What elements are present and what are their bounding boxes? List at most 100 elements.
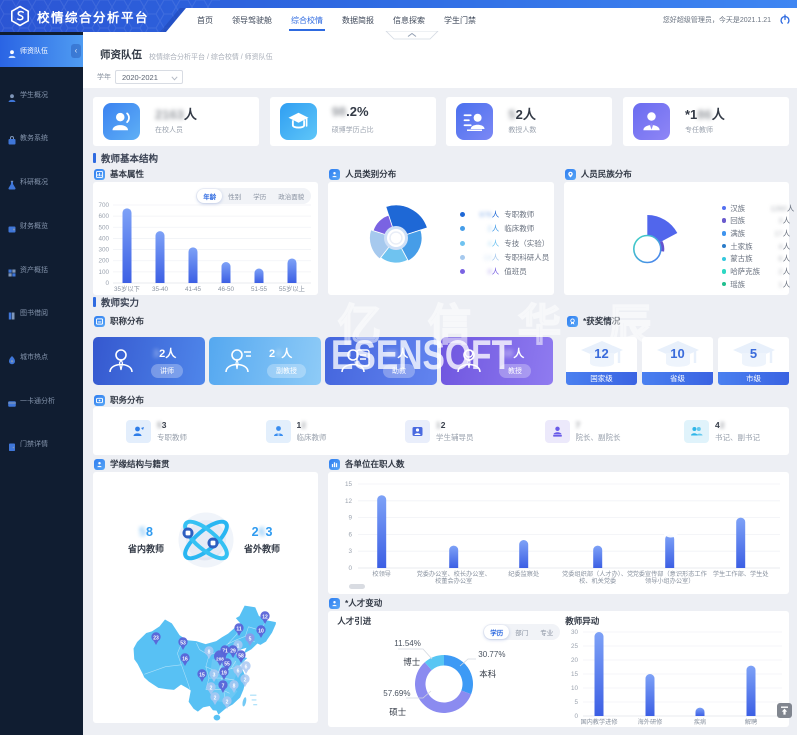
subheader-ethnic: 人员民族分布 xyxy=(564,168,632,180)
subheader-unit: 各单位在职人数 xyxy=(329,458,405,470)
map-pin: 12 xyxy=(260,611,270,624)
legend-dot-icon xyxy=(460,240,466,246)
nav-item-3[interactable]: 数据简报 xyxy=(342,15,374,25)
sidebar-academic-icon xyxy=(7,133,17,145)
award-cap-icon xyxy=(656,341,699,367)
svg-text:12: 12 xyxy=(345,498,353,505)
svg-text:16: 16 xyxy=(182,657,188,663)
legend-dot-icon xyxy=(721,231,727,236)
sidebar-item-label: 一卡通分析 xyxy=(20,397,55,405)
year-select[interactable]: 2020-2021 xyxy=(115,70,183,84)
sidebar-item-7[interactable]: 城市热点 xyxy=(0,341,83,373)
duty-label: 书记、副书记 xyxy=(715,433,760,442)
svg-text:0: 0 xyxy=(575,713,579,720)
category-rose-chart xyxy=(369,204,429,264)
ethnic-icon xyxy=(564,168,576,180)
svg-text:1: 1 xyxy=(237,644,240,650)
attr-tab-2[interactable]: 学历 xyxy=(253,194,267,201)
legend-label: 蒙古族 xyxy=(730,254,753,264)
attr-tab-0[interactable]: 年龄 xyxy=(197,189,223,203)
map-pin: 15 xyxy=(197,669,207,682)
svg-text:8: 8 xyxy=(208,650,211,656)
nav-item-5[interactable]: 学生门禁 xyxy=(444,15,476,25)
top-header: 校情综合分析平台 首页 领导驾驶舱 综合校情 数据简报 信息探索 学生门禁 您好超级管理员… xyxy=(0,0,797,32)
map-pin: 208 xyxy=(214,650,226,666)
chart-scrollbar[interactable] xyxy=(349,584,366,589)
nav-item-4[interactable]: 信息探索 xyxy=(393,15,425,25)
inside-province-value: 58 xyxy=(139,525,153,539)
legend-dot-icon xyxy=(721,205,727,211)
legend-dot-icon xyxy=(721,281,727,287)
outside-province-value: 263 xyxy=(251,525,273,539)
sidebar-item-6[interactable]: 图书借阅 xyxy=(0,297,83,329)
attr-icon xyxy=(94,168,105,180)
map-pin: 58 xyxy=(236,650,246,663)
map-pin: 8 xyxy=(229,680,239,693)
sidebar-item-0[interactable]: 师资队伍 ‹ xyxy=(0,35,83,67)
award-level-label: 省级 xyxy=(642,372,713,385)
outline-person-icon xyxy=(105,344,139,383)
sidebar-collapse-icon[interactable]: ‹ xyxy=(71,44,81,58)
sidebar-item-9[interactable]: 门禁详情 xyxy=(0,428,83,460)
sidebar-item-4[interactable]: 财务概览 xyxy=(0,210,83,242)
sidebar-item-5[interactable]: 资产概括 xyxy=(0,254,83,286)
sidebar-item-1[interactable]: 学生概况 xyxy=(0,79,83,111)
sidebar: 师资队伍 ‹ 学生概况教务系统科研概况财务概览资产概括图书借阅城市热点一卡通分析门禁… xyxy=(0,32,83,735)
legend-dot-icon xyxy=(460,269,466,275)
svg-text:5: 5 xyxy=(249,637,252,643)
ethnic-legend-item-4: 蒙古族 6人 xyxy=(721,253,790,264)
duty-label: 学生辅导员 xyxy=(436,433,474,442)
svg-text:6: 6 xyxy=(237,669,240,675)
attr-tab-3[interactable]: 政治面貌 xyxy=(278,194,305,201)
talent-tab-1[interactable]: 部门 xyxy=(515,630,529,637)
back-to-top-button[interactable] xyxy=(777,703,792,718)
sidebar-library-icon xyxy=(7,308,17,320)
map-pin: 8 xyxy=(204,646,214,659)
category-legend-item-4: 8人 值班员 xyxy=(460,266,527,277)
sidebar-teachers-icon xyxy=(7,46,17,58)
app-logo[interactable]: 校情综合分析平台 xyxy=(9,5,149,27)
legend-label: 哈萨克族 xyxy=(730,267,761,276)
section-title: 教师实力 xyxy=(101,298,140,309)
kpi-person-tie-icon xyxy=(633,103,670,140)
duty-item-3: 7 院长、副院长 xyxy=(544,420,621,443)
user-greeting: 您好超级管理员，今天是2021.1.21 xyxy=(662,17,771,24)
legend-dot-icon xyxy=(721,256,727,262)
title-tile-0: 32人 讲师 xyxy=(93,337,205,385)
nav-item-0[interactable]: 首页 xyxy=(197,15,213,25)
section-accent-bar xyxy=(93,297,96,307)
legend-dot-icon xyxy=(721,269,727,274)
svg-text:35-40: 35-40 xyxy=(152,286,169,293)
award-cap-icon xyxy=(580,341,623,367)
nav-item-1[interactable]: 领导驾驶舱 xyxy=(232,15,272,25)
kpi-card-3: *186人 专任教师 xyxy=(623,97,789,146)
tile-pill-label: 教授 xyxy=(499,364,531,378)
svg-text:党委组织部（人才办）、党: 党委组织部（人才办）、党 xyxy=(562,570,633,578)
subheader-title: 人员民族分布 xyxy=(580,169,632,179)
svg-text:15: 15 xyxy=(199,673,205,679)
sidebar-item-8[interactable]: 一卡通分析 xyxy=(0,385,83,417)
svg-text:51-55: 51-55 xyxy=(251,286,268,293)
attr-tab-1[interactable]: 性别 xyxy=(228,194,242,201)
talent-tab-2[interactable]: 专业 xyxy=(540,630,554,637)
award-cap-icon xyxy=(732,341,775,367)
sidebar-item-3[interactable]: 科研概况 xyxy=(0,166,83,198)
outline-person-doc-icon xyxy=(337,344,371,383)
logout-power-icon[interactable] xyxy=(779,14,791,26)
sidebar-item-label: 教务系统 xyxy=(20,135,48,143)
kpi-label: 在校人员 xyxy=(155,127,183,134)
sidebar-card-icon xyxy=(7,396,17,407)
svg-text:23: 23 xyxy=(153,636,159,642)
svg-text:46-50: 46-50 xyxy=(218,286,235,293)
chart-card-category: 976人 专职教师 2人 临床教师 4人 专技（实验） 13人 专职科研人员 8人 值班员 xyxy=(328,182,554,295)
unit-chart-card: 0 3 6 9 12 15 校领导 党委办公室、校长办公室、 校董会办公室 纪委监察处 党委组织部（… xyxy=(328,472,789,594)
svg-text:领导小组办公室）: 领导小组办公室） xyxy=(645,577,695,585)
talent-tab-0[interactable]: 学历 xyxy=(484,625,510,639)
svg-text:100: 100 xyxy=(98,269,109,276)
duty-item-1: 12 临床教师 xyxy=(265,420,327,443)
nav-collapse-handle[interactable] xyxy=(385,31,439,40)
sidebar-item-2[interactable]: 教务系统 xyxy=(0,122,83,154)
attr-bar-chart: 0 100 200 300 400 500 600 700 35岁以下 35-40 41-45 46-… xyxy=(98,202,311,293)
nav-item-2[interactable]: 综合校情 xyxy=(289,15,325,31)
